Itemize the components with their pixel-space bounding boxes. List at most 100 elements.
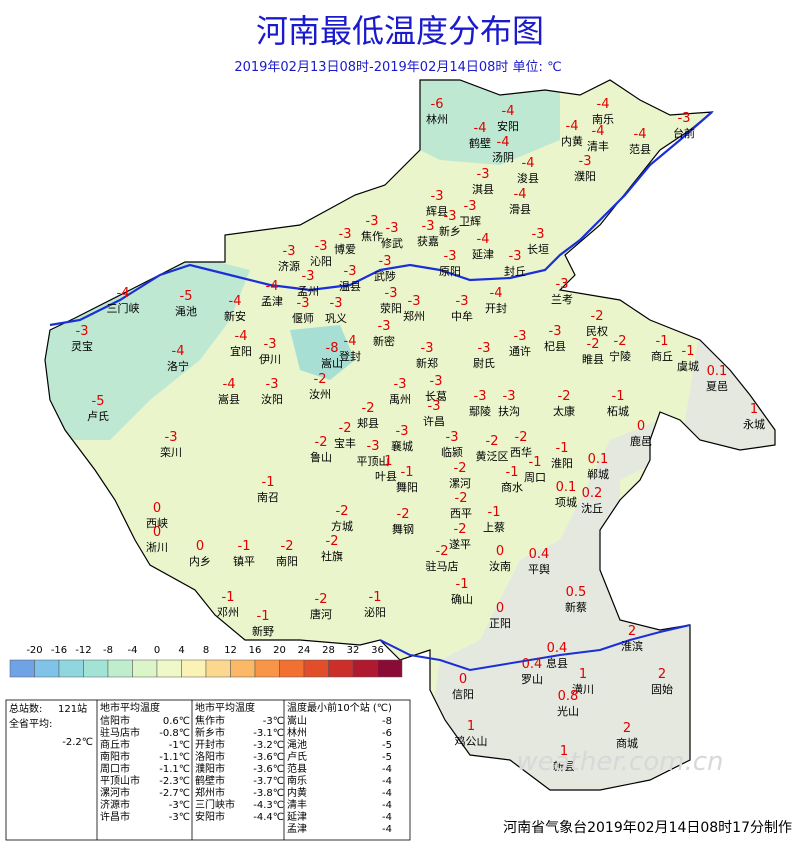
table-value: -8 — [382, 716, 392, 727]
station-value: -1 — [682, 344, 695, 359]
station-value: -3 — [464, 199, 477, 214]
station-value: -2 — [314, 372, 327, 387]
station-name: 邓州 — [217, 606, 239, 619]
station-value: -4 — [634, 127, 647, 142]
station-value: -8 — [326, 341, 339, 356]
station-name: 南召 — [257, 491, 279, 504]
station-name: 黄泛区 — [476, 449, 509, 463]
station-value: 0.4 — [529, 547, 550, 562]
station-value: -2 — [436, 544, 449, 559]
station-name: 通许 — [509, 345, 531, 358]
station-name: 舞钢 — [392, 523, 414, 536]
station-name: 虞城 — [677, 359, 699, 373]
station-value: -2 — [587, 337, 600, 352]
legend-swatch — [107, 659, 133, 678]
station-name: 嵩山 — [321, 357, 343, 370]
station-name: 民权 — [586, 325, 608, 338]
station-value: -4 — [223, 377, 236, 392]
legend-swatch — [34, 659, 60, 678]
station-value: -2 — [315, 435, 328, 450]
station-name: 商水 — [501, 480, 523, 494]
station-value: -1 — [222, 590, 235, 605]
station-name: 太康 — [553, 404, 575, 418]
station-value: -3 — [396, 424, 409, 439]
station-value: -2 — [515, 430, 528, 445]
station-value: -1 — [238, 539, 251, 554]
station-name: 鲁山 — [310, 450, 332, 464]
station-name: 舞阳 — [396, 481, 418, 494]
legend-swatch — [83, 659, 109, 678]
station-value: 0.1 — [556, 480, 577, 495]
station-name: 栾川 — [160, 445, 182, 459]
station-name: 西峡 — [146, 516, 168, 530]
station-name: 西平 — [450, 507, 472, 520]
station-name: 鄢陵 — [469, 405, 491, 418]
station-value: -3 — [344, 264, 357, 279]
station-name: 渑池 — [175, 305, 197, 318]
station-name: 新县 — [553, 759, 575, 773]
table-name: 平顶山市 — [100, 774, 140, 787]
station-name: 临颍 — [441, 445, 463, 459]
station-value: -3 — [474, 389, 487, 404]
legend-tick: 12 — [224, 645, 237, 656]
table-name: 渑池 — [287, 738, 307, 751]
legend-tick: 32 — [347, 645, 360, 656]
station-name: 郸城 — [587, 468, 609, 481]
station-name: 滑县 — [509, 203, 531, 216]
legend-swatch — [377, 659, 403, 678]
table-value: -5 — [382, 740, 392, 751]
station-value: -3 — [297, 296, 310, 311]
station-name: 社旗 — [321, 549, 343, 563]
table-name: 周口市 — [100, 762, 130, 775]
legend-swatch — [9, 659, 35, 678]
station-value: -3 — [330, 296, 343, 311]
station-value: -3 — [444, 209, 457, 224]
station-value: 2 — [623, 721, 631, 736]
table-name: 开封市 — [195, 738, 225, 751]
station-value: -4 — [566, 119, 579, 134]
station-value: -4 — [522, 156, 535, 171]
station-name: 泌阳 — [364, 606, 386, 619]
station-value: 0.2 — [582, 486, 603, 501]
station-name: 确山 — [451, 593, 473, 606]
station-value: -6 — [431, 97, 444, 112]
station-name: 内乡 — [189, 554, 211, 568]
station-value: -3 — [477, 167, 490, 182]
station-name: 长垣 — [527, 243, 549, 256]
table-value: -3.1℃ — [253, 728, 284, 739]
station-name: 博爱 — [334, 243, 356, 256]
station-value: -3 — [503, 389, 516, 404]
legend-tick: 20 — [273, 645, 286, 656]
station-name: 襄城 — [391, 439, 413, 453]
station-value: -4 — [490, 286, 503, 301]
station-name: 辉县 — [426, 205, 448, 218]
station-name: 荥阳 — [380, 301, 402, 315]
table-value: -4.4℃ — [253, 812, 284, 823]
station-value: -1 — [529, 455, 542, 470]
station-value: -2 — [326, 534, 339, 549]
summary-value: -2.2℃ — [62, 737, 93, 748]
station-name: 林州 — [426, 112, 448, 126]
station-name: 开封 — [485, 301, 507, 315]
station-value: -1 — [262, 475, 275, 490]
table-value: -3.6℃ — [253, 764, 284, 775]
station-name: 汤阴 — [492, 150, 514, 164]
table-name: 清丰 — [287, 798, 307, 811]
station-value: -3 — [302, 269, 315, 284]
station-name: 兰考 — [551, 293, 573, 306]
station-name: 汝阳 — [261, 392, 283, 406]
title: 河南最低温度分布图 — [256, 12, 544, 50]
station-value: -4 — [502, 104, 515, 119]
table-value: -3.7℃ — [253, 776, 284, 787]
table-value: -4 — [382, 776, 392, 787]
station-value: 0 — [459, 672, 467, 687]
station-name: 卢氏 — [87, 410, 109, 423]
station-value: -2 — [281, 539, 294, 554]
table-header: 温度最小前10个站 (℃) — [287, 701, 392, 714]
table-name: 南乐 — [287, 774, 307, 787]
station-name: 延津 — [472, 248, 494, 261]
table-name: 林州 — [287, 726, 307, 739]
station-value: 0 — [153, 501, 161, 516]
station-name: 尉氏 — [473, 356, 495, 370]
station-name: 浚县 — [517, 171, 539, 185]
